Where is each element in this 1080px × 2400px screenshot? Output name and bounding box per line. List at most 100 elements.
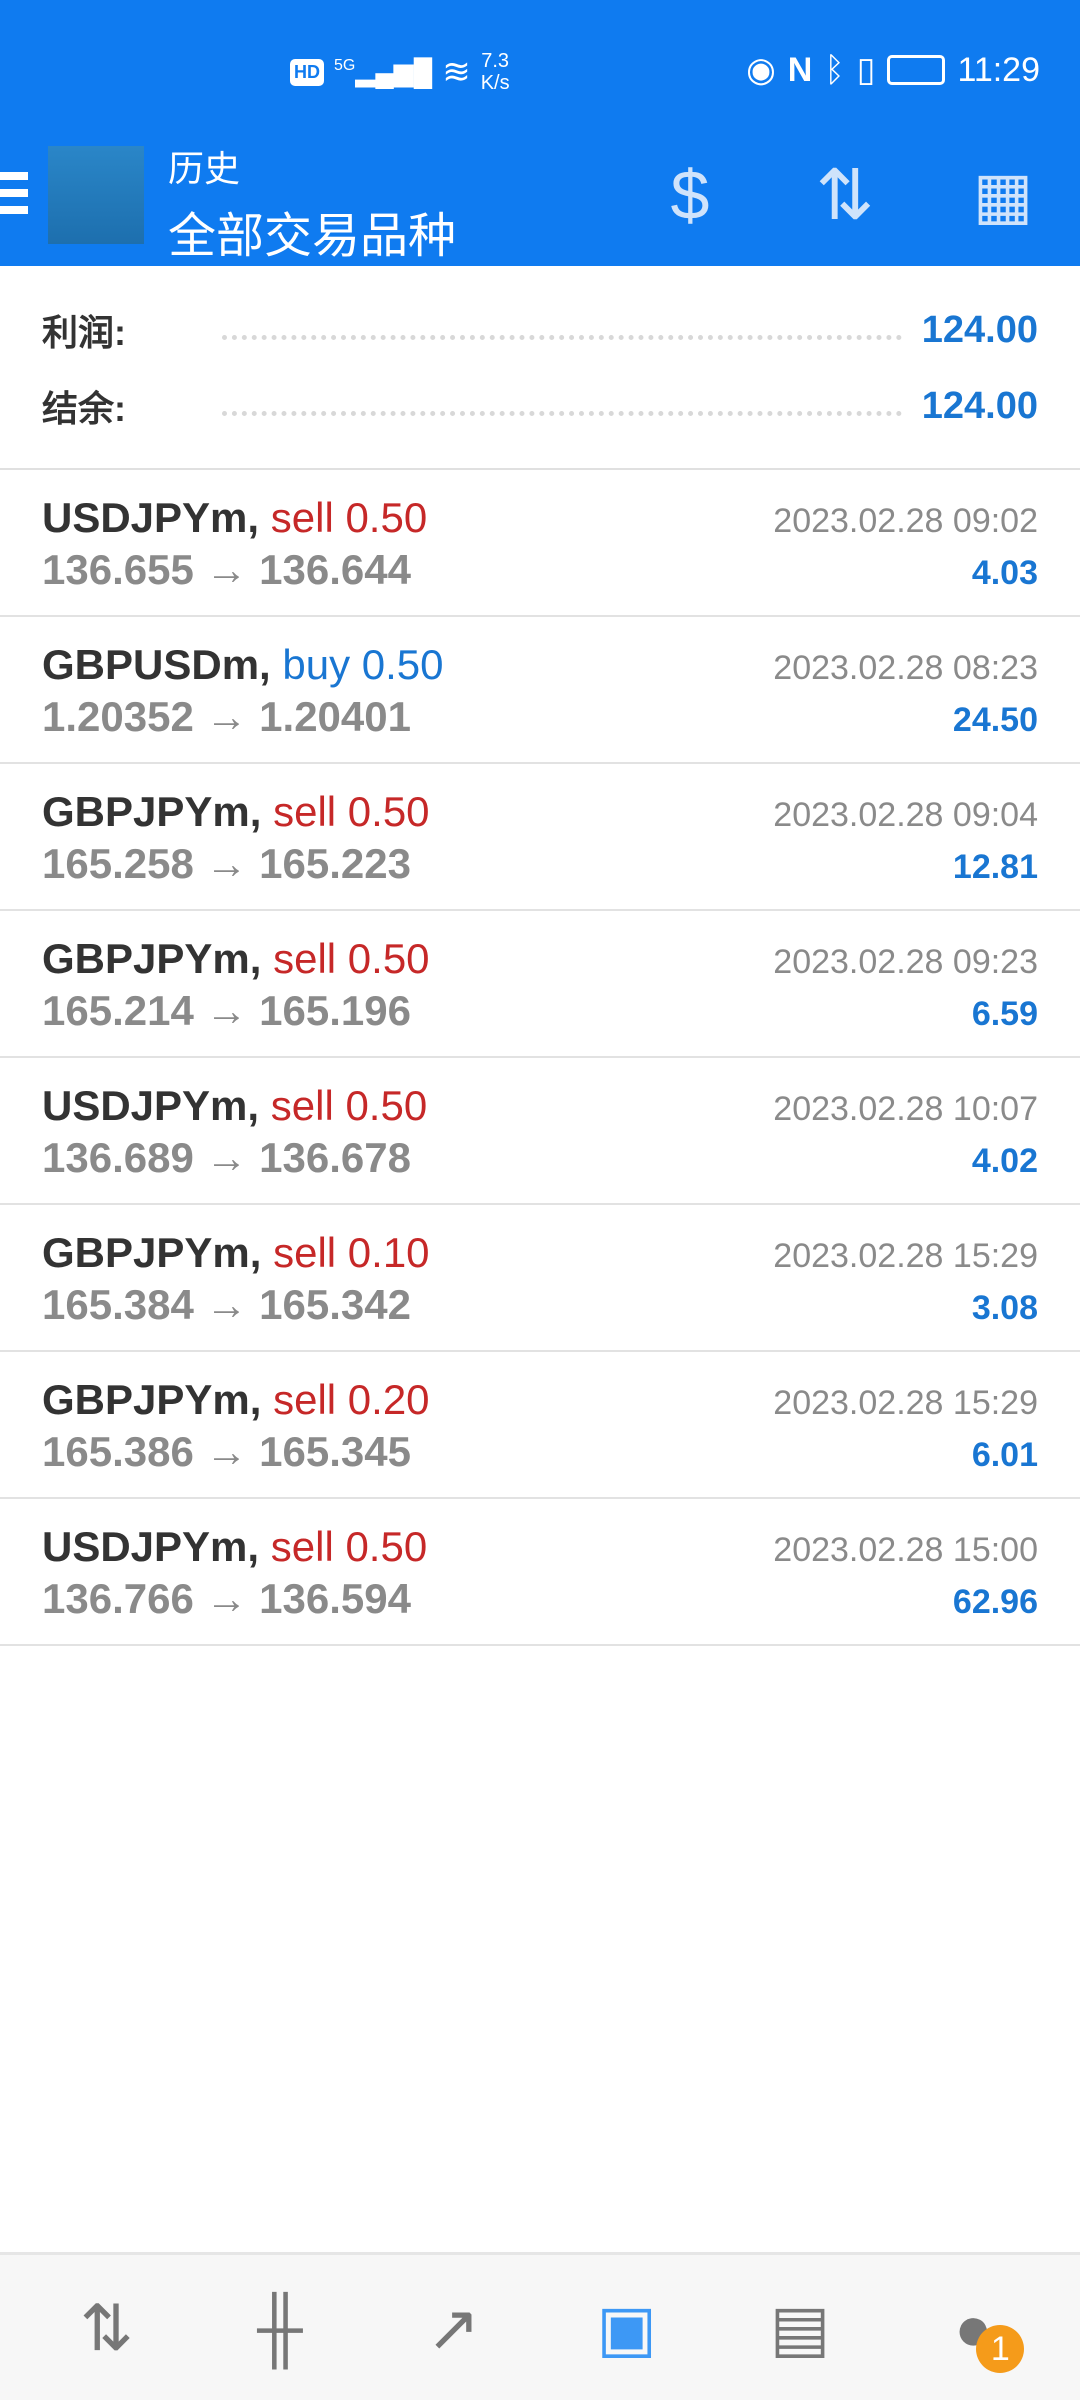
signal-icon: 5G▂▄▆█ bbox=[334, 56, 433, 87]
trade-row[interactable]: USDJPYm, sell 0.50 136.689 → 136.678 202… bbox=[0, 1058, 1080, 1205]
charts-icon[interactable]: ╫ bbox=[257, 2291, 303, 2364]
messages-icon[interactable]: ● 1 bbox=[928, 2283, 1025, 2373]
trade-time: 2023.02.28 15:29 bbox=[773, 1384, 1038, 1422]
history-icon[interactable]: ▣ bbox=[596, 2291, 657, 2364]
trade-time: 2023.02.28 08:23 bbox=[773, 649, 1038, 687]
open-price: 1.20352 bbox=[42, 693, 194, 740]
arrow-right-icon: → bbox=[205, 987, 248, 1034]
vibrate-icon: ▯ bbox=[856, 51, 876, 89]
close-price: 165.345 bbox=[259, 1428, 411, 1475]
trade-row[interactable]: GBPJPYm, sell 0.10 165.384 → 165.342 202… bbox=[0, 1205, 1080, 1352]
trade-symbol: GBPUSDm, bbox=[42, 641, 271, 688]
bluetooth-icon: ᛒ bbox=[824, 50, 845, 89]
network-speed: 7.3 K/s bbox=[480, 50, 510, 94]
close-price: 165.223 bbox=[259, 840, 411, 887]
hd-icon: HD bbox=[290, 58, 324, 86]
trade-time: 2023.02.28 09:23 bbox=[773, 943, 1038, 981]
profit-value: 124.00 bbox=[921, 308, 1038, 351]
quotes-icon[interactable]: ⇅ bbox=[79, 2291, 134, 2364]
close-price: 1.20401 bbox=[259, 693, 411, 740]
trade-row[interactable]: USDJPYm, sell 0.50 136.655 → 136.644 202… bbox=[0, 470, 1080, 617]
close-price: 165.196 bbox=[259, 987, 411, 1034]
trade-symbol: GBPJPYm, bbox=[42, 788, 262, 835]
trade-volume: 0.20 bbox=[347, 1376, 430, 1423]
trade-volume: 0.50 bbox=[345, 1523, 428, 1570]
trade-time: 2023.02.28 10:07 bbox=[773, 1090, 1038, 1128]
trade-symbol: GBPJPYm, bbox=[42, 1376, 262, 1423]
trade-time: 2023.02.28 15:29 bbox=[773, 1237, 1038, 1275]
trade-profit: 62.96 bbox=[952, 1583, 1038, 1621]
symbol-filter[interactable]: 全部交易品种 bbox=[168, 210, 457, 263]
divider-dots bbox=[222, 320, 902, 340]
trade-icon[interactable]: ↗ bbox=[426, 2291, 481, 2364]
trade-volume: 0.50 bbox=[347, 935, 430, 982]
calendar-icon[interactable]: ▦ bbox=[972, 159, 1034, 231]
news-icon[interactable]: ▤ bbox=[769, 2291, 831, 2364]
trade-symbol: USDJPYm, bbox=[42, 494, 260, 541]
trade-side: sell bbox=[270, 1523, 334, 1570]
open-price: 136.655 bbox=[42, 546, 194, 593]
open-price: 165.386 bbox=[42, 1428, 194, 1475]
arrow-right-icon: → bbox=[205, 1134, 248, 1181]
sort-icon[interactable]: ⇅ bbox=[815, 156, 875, 234]
messages-badge: 1 bbox=[976, 2324, 1025, 2373]
trade-row[interactable]: GBPJPYm, sell 0.50 165.214 → 165.196 202… bbox=[0, 911, 1080, 1058]
arrow-right-icon: → bbox=[205, 693, 248, 740]
open-price: 165.214 bbox=[42, 987, 194, 1034]
arrow-right-icon: → bbox=[205, 1428, 248, 1475]
currency-exchange-icon[interactable]: $ bbox=[670, 156, 710, 234]
close-price: 136.678 bbox=[259, 1134, 411, 1181]
trade-symbol: GBPJPYm, bbox=[42, 935, 262, 982]
arrow-right-icon: → bbox=[205, 1281, 248, 1328]
nfc-icon: N bbox=[787, 50, 813, 89]
wifi-icon: ≋ bbox=[442, 53, 471, 91]
trade-volume: 0.50 bbox=[347, 788, 430, 835]
trade-side: sell bbox=[273, 1376, 337, 1423]
clock: 11:29 bbox=[957, 50, 1040, 89]
open-price: 165.258 bbox=[42, 840, 194, 887]
trade-side: sell bbox=[273, 788, 337, 835]
trade-row[interactable]: GBPJPYm, sell 0.50 165.258 → 165.223 202… bbox=[0, 764, 1080, 911]
trade-side: sell bbox=[270, 1082, 334, 1129]
open-price: 136.689 bbox=[42, 1134, 194, 1181]
trade-profit: 3.08 bbox=[971, 1289, 1038, 1327]
mt4-logo bbox=[48, 146, 144, 244]
battery-icon bbox=[887, 55, 946, 85]
close-price: 136.644 bbox=[259, 546, 411, 593]
arrow-right-icon: → bbox=[205, 1575, 248, 1622]
trade-time: 2023.02.28 09:02 bbox=[773, 502, 1038, 540]
trade-symbol: GBPJPYm, bbox=[42, 1229, 262, 1276]
trade-side: sell bbox=[270, 494, 334, 541]
trade-profit: 6.01 bbox=[971, 1436, 1038, 1474]
page-title: 历史 bbox=[168, 148, 241, 189]
close-price: 165.342 bbox=[259, 1281, 411, 1328]
balance-label: 结余: bbox=[42, 388, 126, 429]
trade-time: 2023.02.28 15:00 bbox=[773, 1531, 1038, 1569]
profit-label: 利润: bbox=[42, 312, 126, 353]
trade-row[interactable]: GBPUSDm, buy 0.50 1.20352 → 1.20401 2023… bbox=[0, 617, 1080, 764]
trade-row[interactable]: USDJPYm, sell 0.50 136.766 → 136.594 202… bbox=[0, 1499, 1080, 1646]
trade-symbol: USDJPYm, bbox=[42, 1082, 260, 1129]
trade-profit: 24.50 bbox=[952, 701, 1038, 739]
trade-row[interactable]: GBPJPYm, sell 0.20 165.386 → 165.345 202… bbox=[0, 1352, 1080, 1499]
trade-profit: 4.03 bbox=[971, 554, 1038, 592]
bottom-nav: ⇅ ╫ ↗ ▣ ▤ ● 1 bbox=[0, 2252, 1080, 2400]
trade-volume: 0.50 bbox=[345, 1082, 428, 1129]
trade-time: 2023.02.28 09:04 bbox=[773, 796, 1038, 834]
trade-side: buy bbox=[282, 641, 351, 688]
trade-volume: 0.50 bbox=[361, 641, 444, 688]
eye-icon: ◉ bbox=[746, 51, 776, 89]
menu-icon[interactable] bbox=[0, 172, 30, 223]
arrow-right-icon: → bbox=[205, 546, 248, 593]
open-price: 136.766 bbox=[42, 1575, 194, 1622]
trade-volume: 0.50 bbox=[345, 494, 428, 541]
summary: 利润: 124.00 结余: 124.00 bbox=[0, 266, 1080, 470]
close-price: 136.594 bbox=[259, 1575, 411, 1622]
arrow-right-icon: → bbox=[205, 840, 248, 887]
app-header: HD 5G▂▄▆█ ≋ 7.3 K/s ◉ N ᛒ ▯ 11:29 历史 全部交易… bbox=[0, 0, 1080, 266]
trade-side: sell bbox=[273, 935, 337, 982]
open-price: 165.384 bbox=[42, 1281, 194, 1328]
divider-dots bbox=[222, 396, 902, 416]
trade-side: sell bbox=[273, 1229, 337, 1276]
status-bar: HD 5G▂▄▆█ ≋ 7.3 K/s ◉ N ᛒ ▯ 11:29 bbox=[0, 50, 1080, 110]
